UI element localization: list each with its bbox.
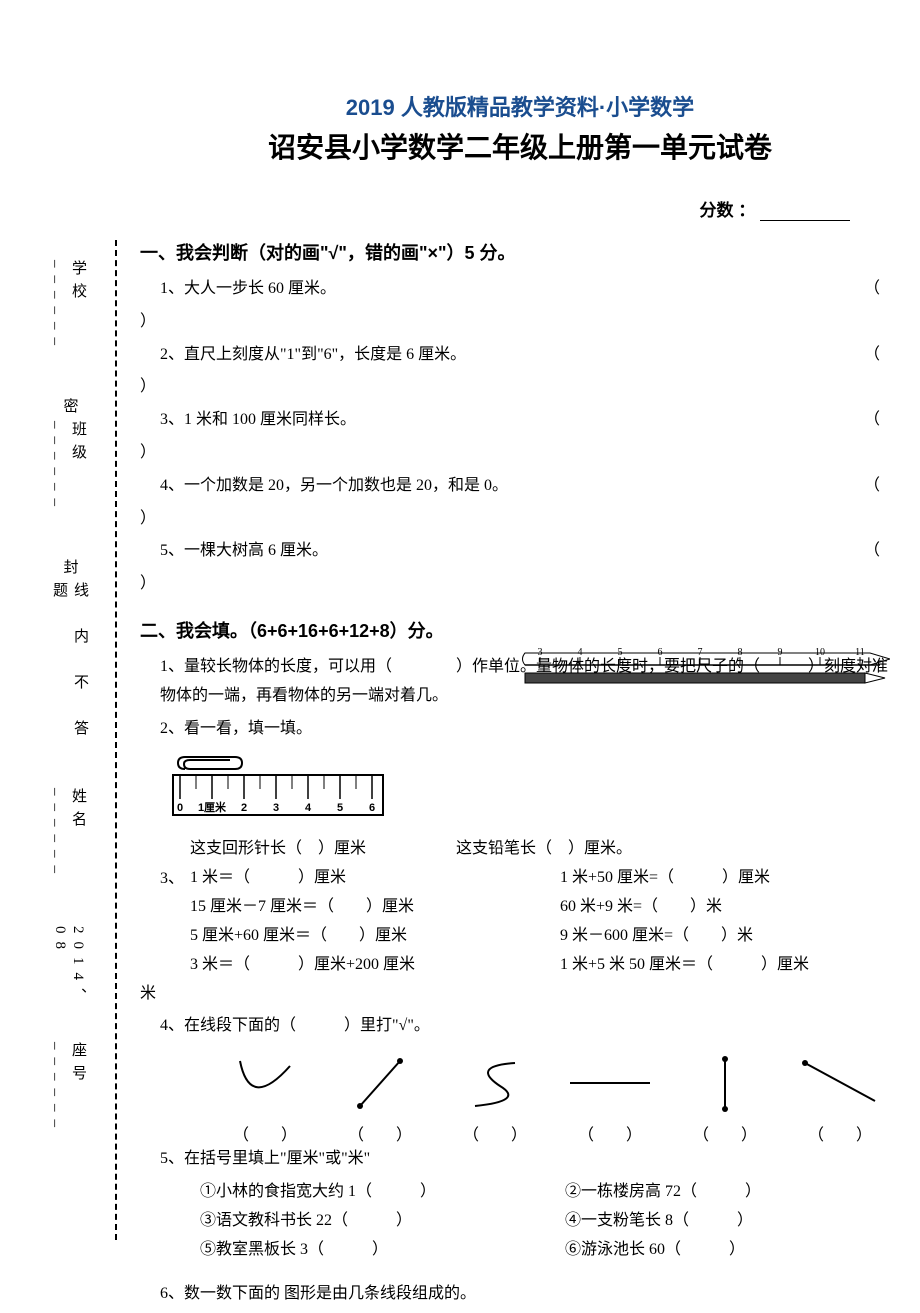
s1-q4: 4、一个加数是 20，另一个加数也是 20，和是 0。（ — [160, 472, 900, 501]
shape3-paren[interactable]: （ ） — [450, 1121, 540, 1145]
svg-text:3: 3 — [273, 802, 279, 814]
section1-heading: 一、我会判断（对的画"√"，错的画"×"）5 分。 — [140, 239, 900, 265]
shape1-paren[interactable]: （ ） — [220, 1121, 310, 1145]
s1-q2-paren[interactable]: （ — [864, 341, 880, 370]
page-title: 诏安县小学数学二年级上册第一单元试卷 — [140, 126, 900, 166]
q5-l2: ⑤教室黑板长 3（ ） — [200, 1236, 535, 1265]
s2-q2-label: 2、看一看，填一填。 — [160, 715, 900, 744]
shape-3: （ ） — [450, 1051, 540, 1145]
q3-r1: 60 米+9 米=（ ）米 — [560, 893, 900, 922]
q3-r0: 1 米+50 厘米=（ ）厘米 — [560, 864, 900, 893]
s1-q4-paren[interactable]: （ — [864, 472, 880, 501]
svg-text:4: 4 — [305, 802, 312, 814]
svg-text:10: 10 — [815, 647, 825, 658]
s1-q3: 3、1 米和 100 厘米同样长。（ — [160, 406, 900, 435]
q3-l3: 3 米＝（ ）厘米+200 厘米 — [190, 951, 530, 980]
q3-l2: 5 厘米+60 厘米＝（ ）厘米 — [190, 922, 530, 951]
content-area: 2019 人教版精品教学资料·小学数学 诏安县小学数学二年级上册第一单元试卷 分… — [140, 90, 900, 1313]
section2-heading: 二、我会填。（6+6+16+6+12+8）分。 — [140, 617, 900, 643]
sidebar-noanswer: 线 内 不 答 题 — [49, 582, 91, 788]
s1-q2-close: ） — [140, 373, 900, 402]
shapes-row: （ ） （ ） （ ） （ ） （ ） （ ） — [220, 1051, 900, 1145]
shape6-paren[interactable]: （ ） — [795, 1121, 885, 1145]
shape5-paren[interactable]: （ ） — [680, 1121, 770, 1145]
sidebar-seal-2: 封 — [60, 559, 81, 582]
header-subtitle: 2019 人教版精品教学资料·小学数学 — [140, 90, 900, 122]
s1-q1: 1、大人一步长 60 厘米。（ — [160, 275, 900, 304]
q5-r0: ②一栋楼房高 72（ ） — [565, 1178, 900, 1207]
paperclip-ruler: 0 1厘米 2 3 4 5 6 — [170, 751, 900, 826]
pencil-ruler-svg: 3 4 5 6 7 8 9 10 11 — [520, 645, 890, 693]
s2-q2-pencil: 这支铅笔长（ ）厘米。 — [456, 834, 632, 858]
svg-text:5: 5 — [618, 647, 623, 658]
s2-q4: 4、在线段下面的（ ）里打"√"。 — [160, 1012, 900, 1041]
sidebar-date: 2014、08 — [51, 926, 89, 1041]
score-blank[interactable] — [760, 203, 850, 221]
s1-q1-close: ） — [140, 308, 900, 337]
s2-q6: 6、数一数下面的 图形是由几条线段组成的。 — [160, 1280, 900, 1309]
q3-l0: 1 米＝（ ）厘米 — [190, 864, 530, 893]
s2-q5: 5、在括号里填上"厘米"或"米" — [160, 1145, 900, 1174]
sidebar-field-seat: 座号______ — [51, 1042, 89, 1180]
q3-tail: 米 — [140, 980, 900, 1009]
s1-q4-close: ） — [140, 505, 900, 534]
s2-q2-clip: 这支回形针长（ ）厘米 — [190, 834, 366, 858]
shape4-paren[interactable]: （ ） — [565, 1121, 655, 1145]
s2-q1: 345 678 91011 1、量较长物体的长度，可以用（ ）作单位。量物体的长… — [160, 653, 900, 711]
q5-l1: ③语文教科书长 22（ ） — [200, 1207, 535, 1236]
s1-q5-close: ） — [140, 570, 900, 599]
shape-2: （ ） — [335, 1051, 425, 1145]
shape-6: （ ） — [795, 1051, 885, 1145]
sidebar-field-name: 姓名______ — [51, 788, 89, 926]
s1-q3-paren[interactable]: （ — [864, 406, 880, 435]
q5-r1: ④一支粉笔长 8（ ） — [565, 1207, 900, 1236]
svg-text:3: 3 — [538, 647, 543, 658]
svg-text:5: 5 — [337, 802, 343, 814]
svg-text:6: 6 — [658, 647, 663, 658]
s1-q5: 5、一棵大树高 6 厘米。（ — [160, 537, 900, 566]
s1-q1-paren[interactable]: （ — [864, 275, 880, 304]
svg-text:2: 2 — [241, 802, 247, 814]
shape-4: （ ） — [565, 1051, 655, 1145]
s1-q5-paren[interactable]: （ — [864, 537, 880, 566]
s1-q3-close: ） — [140, 439, 900, 468]
svg-text:1厘米: 1厘米 — [198, 800, 227, 814]
sidebar-field-school: 学校______ — [51, 260, 89, 398]
paperclip-ruler-svg: 0 1厘米 2 3 4 5 6 — [170, 751, 390, 821]
shape-5: （ ） — [680, 1051, 770, 1145]
shape2-paren[interactable]: （ ） — [335, 1121, 425, 1145]
shape-1: （ ） — [220, 1051, 310, 1145]
svg-text:6: 6 — [369, 802, 375, 814]
exam-sidebar: 学校______ 密 班级______ 封 线 内 不 答 题 姓名______… — [40, 260, 100, 1180]
q3-r2: 9 米－600 厘米=（ ）米 — [560, 922, 900, 951]
q5-r2: ⑥游泳池长 60（ ） — [565, 1236, 900, 1265]
svg-text:7: 7 — [698, 647, 703, 658]
svg-text:4: 4 — [578, 647, 583, 658]
s2-q3-label: 3、 — [160, 864, 190, 979]
svg-text:11: 11 — [855, 647, 865, 658]
q5-grid: ①小林的食指宽大约 1（ ） ②一栋楼房高 72（ ） ③语文教科书长 22（ … — [200, 1178, 900, 1264]
svg-text:0: 0 — [177, 802, 183, 814]
seal-dashed-line — [115, 240, 117, 1240]
svg-text:8: 8 — [738, 647, 743, 658]
score-label: 分数 ： — [700, 201, 756, 220]
sidebar-field-class: 班级______ — [51, 421, 89, 559]
q3-r3: 1 米+5 米 50 厘米＝（ ）厘米 — [560, 951, 900, 980]
score-row: 分数 ： — [140, 196, 900, 221]
q5-l0: ①小林的食指宽大约 1（ ） — [200, 1178, 535, 1207]
sidebar-seal-1: 密 — [60, 398, 81, 421]
q3-l1: 15 厘米－7 厘米＝（ ）厘米 — [190, 893, 530, 922]
svg-text:9: 9 — [778, 647, 783, 658]
s1-q2: 2、直尺上刻度从"1"到"6"，长度是 6 厘米。（ — [160, 341, 900, 370]
